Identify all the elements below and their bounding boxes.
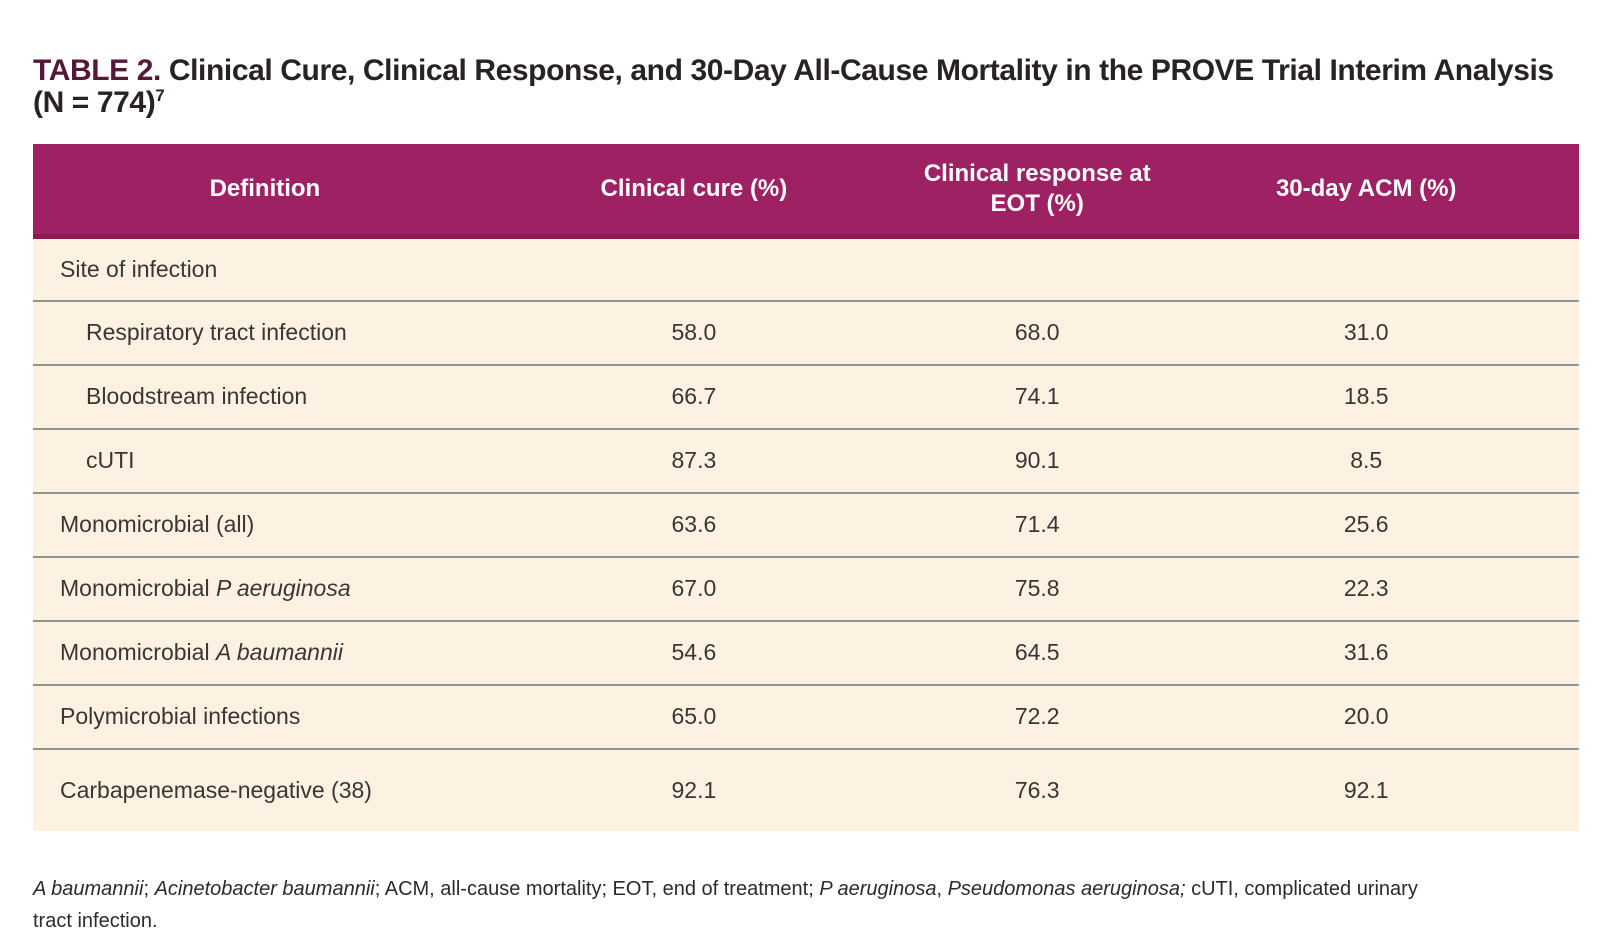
footnote-segment: Acinetobacter baumannii	[154, 877, 375, 900]
clinical-outcomes-table: Definition Clinical cure (%) Clinical re…	[33, 144, 1579, 831]
cell-30-day-acm: 31.0	[1223, 299, 1579, 365]
cell-clinical-response: 68.0	[891, 299, 1224, 365]
cell-clinical-response: 90.1	[891, 427, 1224, 493]
cell-definition: Monomicrobial A baumannii	[33, 619, 497, 685]
cell-clinical-response	[891, 237, 1223, 301]
footnote-segment: ;	[143, 877, 155, 900]
cell-clinical-response: 64.5	[891, 619, 1224, 685]
table-row-bloodstream-infection: Bloodstream infection 66.7 74.1 18.5	[33, 363, 1579, 429]
table-row-monomicrobial-all: Monomicrobial (all) 63.6 71.4 25.6	[33, 491, 1579, 557]
cell-30-day-acm	[1223, 237, 1579, 301]
table-row-polymicrobial-infections: Polymicrobial infections 65.0 72.2 20.0	[33, 683, 1579, 749]
page-title: TABLE 2. Clinical Cure, Clinical Respons…	[33, 0, 1579, 144]
footnote-segment: P aeruginosa	[819, 877, 937, 900]
cell-clinical-cure: 87.3	[496, 427, 892, 493]
cell-30-day-acm: 20.0	[1223, 683, 1579, 749]
cell-definition: Respiratory tract infection	[33, 299, 497, 365]
cell-clinical-cure: 54.6	[496, 619, 892, 685]
cell-definition: cUTI	[33, 427, 497, 493]
cell-clinical-cure	[497, 237, 891, 301]
table-row-respiratory-tract-infection: Respiratory tract infection 58.0 68.0 31…	[33, 299, 1579, 365]
table-row-cuti: cUTI 87.3 90.1 8.5	[33, 427, 1579, 493]
cell-30-day-acm: 25.6	[1223, 491, 1579, 557]
cell-30-day-acm: 8.5	[1223, 427, 1579, 493]
cell-clinical-cure: 65.0	[496, 683, 892, 749]
cell-clinical-cure: 67.0	[496, 555, 892, 621]
column-header-definition: Definition	[33, 144, 497, 239]
cell-definition: Bloodstream infection	[33, 363, 497, 429]
table-header-row: Definition Clinical cure (%) Clinical re…	[33, 144, 1579, 239]
table-row-site-of-infection: Site of infection	[33, 237, 1579, 301]
table-number-label: TABLE 2.	[33, 54, 161, 87]
reference-superscript: 7	[155, 85, 165, 105]
cell-clinical-response: 76.3	[891, 747, 1224, 831]
table-row-carbapenemase-negative: Carbapenemase-negative (38) 92.1 76.3 92…	[33, 747, 1579, 831]
cell-30-day-acm: 22.3	[1223, 555, 1579, 621]
table-title-text: Clinical Cure, Clinical Response, and 30…	[33, 54, 1554, 119]
cell-clinical-cure: 66.7	[496, 363, 892, 429]
cell-definition: Monomicrobial (all)	[33, 491, 497, 557]
column-header-30-day-acm: 30-day ACM (%)	[1223, 144, 1579, 239]
abbreviations-footnote: A baumannii; Acinetobacter baumannii; AC…	[33, 831, 1443, 937]
cell-clinical-response: 75.8	[891, 555, 1224, 621]
cell-clinical-cure: 58.0	[496, 299, 892, 365]
column-header-clinical-cure: Clinical cure (%)	[496, 144, 892, 239]
cell-clinical-cure: 92.1	[496, 747, 892, 831]
cell-definition: Site of infection	[60, 255, 218, 282]
table-row-monomicrobial-p-aeruginosa: Monomicrobial P aeruginosa 67.0 75.8 22.…	[33, 555, 1579, 621]
cell-30-day-acm: 92.1	[1223, 747, 1579, 831]
cell-clinical-response: 71.4	[891, 491, 1224, 557]
cell-definition: Monomicrobial P aeruginosa	[33, 555, 497, 621]
footnote-segment: ; ACM, all-cause mortality; EOT, end of …	[374, 877, 820, 900]
footnote-segment: ,	[936, 877, 948, 900]
footnote-segment: A baumannii	[33, 877, 144, 900]
cell-clinical-response: 72.2	[891, 683, 1224, 749]
column-header-clinical-response: Clinical response at EOT (%)	[891, 144, 1224, 239]
cell-clinical-response: 74.1	[891, 363, 1224, 429]
cell-definition: Carbapenemase-negative (38)	[33, 747, 497, 831]
cell-clinical-cure: 63.6	[496, 491, 892, 557]
footnote-segment: Pseudomonas aeruginosa;	[947, 877, 1186, 900]
cell-definition: Polymicrobial infections	[33, 683, 497, 749]
cell-30-day-acm: 31.6	[1223, 619, 1579, 685]
table-row-monomicrobial-a-baumannii: Monomicrobial A baumannii 54.6 64.5 31.6	[33, 619, 1579, 685]
cell-30-day-acm: 18.5	[1223, 363, 1579, 429]
